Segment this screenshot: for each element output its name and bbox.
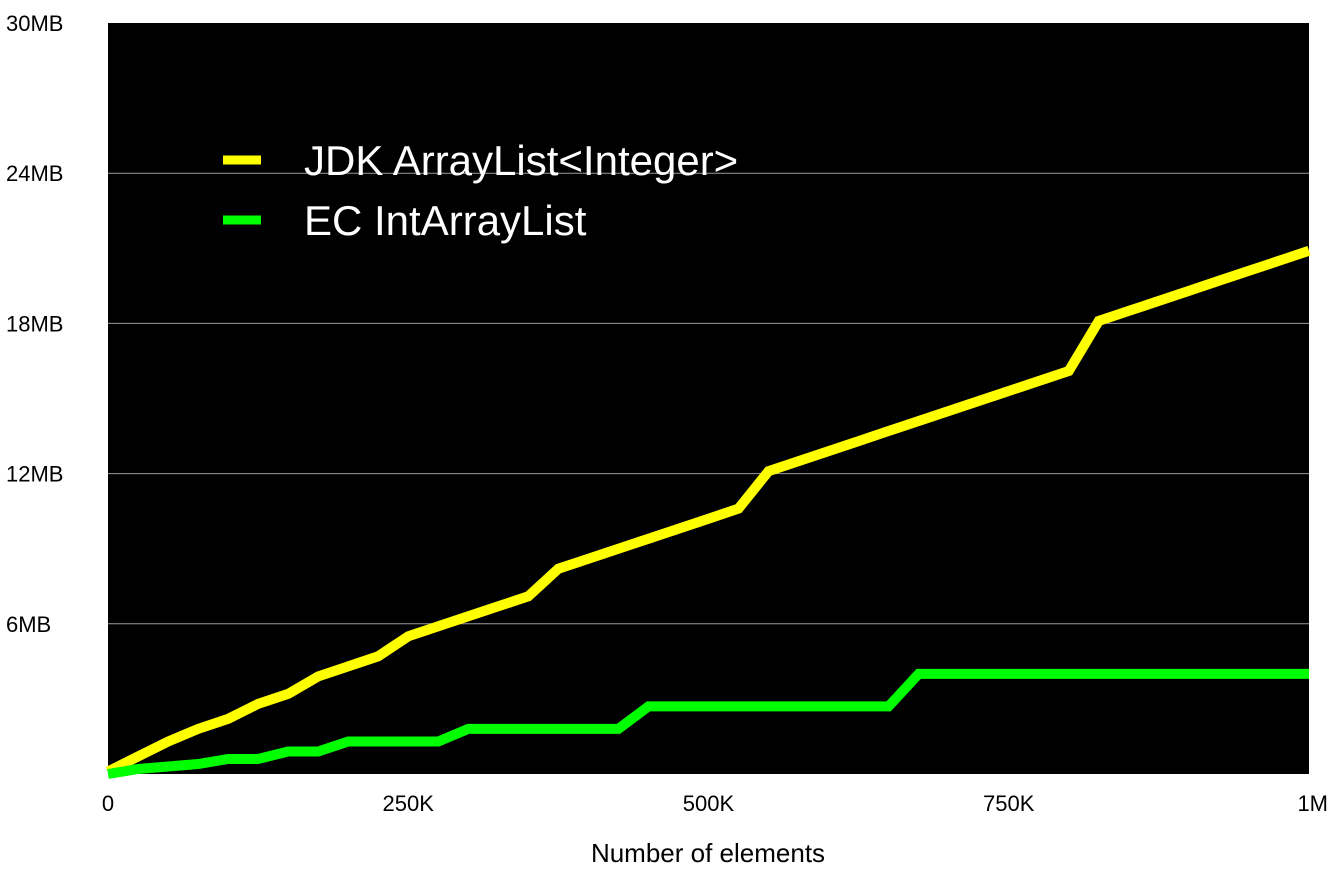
series-lines bbox=[105, 246, 1311, 779]
series-line-jdk-arraylist bbox=[105, 246, 1311, 776]
grid-lines bbox=[108, 172, 1309, 625]
x-tick-label: 750K bbox=[983, 791, 1035, 816]
legend: JDK ArrayList<Integer> EC IntArrayList bbox=[223, 137, 738, 244]
y-tick-label: 12MB bbox=[6, 462, 63, 487]
x-tick-label: 250K bbox=[383, 791, 435, 816]
legend-label: EC IntArrayList bbox=[304, 197, 587, 244]
plot-background bbox=[108, 23, 1309, 774]
series-line-ec-intarraylist bbox=[107, 668, 1309, 779]
x-tick-label: 0 bbox=[102, 791, 114, 816]
y-tick-label: 24MB bbox=[6, 161, 63, 186]
x-tick-label: 500K bbox=[683, 791, 735, 816]
x-tick-label: 1M bbox=[1297, 791, 1328, 816]
y-tick-label: 18MB bbox=[6, 311, 63, 336]
legend-label: JDK ArrayList<Integer> bbox=[304, 137, 738, 184]
y-tick-label: 30MB bbox=[6, 11, 63, 36]
y-tick-label: 6MB bbox=[6, 612, 51, 637]
x-axis-tick-labels: 0 250K 500K 750K 1M bbox=[102, 791, 1328, 816]
y-axis-tick-labels: 6MB 12MB 18MB 24MB 30MB bbox=[6, 11, 63, 637]
x-axis-title: Number of elements bbox=[591, 838, 825, 868]
